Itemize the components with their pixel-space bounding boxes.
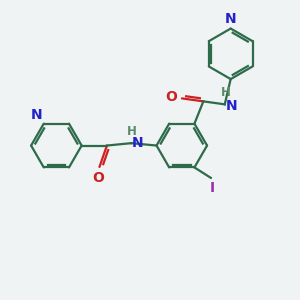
Text: N: N <box>225 12 236 26</box>
Text: O: O <box>92 171 104 185</box>
Text: N: N <box>225 98 237 112</box>
Text: I: I <box>210 181 215 195</box>
Text: N: N <box>31 108 42 122</box>
Text: N: N <box>132 136 143 150</box>
Text: O: O <box>166 90 178 104</box>
Text: H: H <box>220 86 230 99</box>
Text: H: H <box>127 125 137 138</box>
